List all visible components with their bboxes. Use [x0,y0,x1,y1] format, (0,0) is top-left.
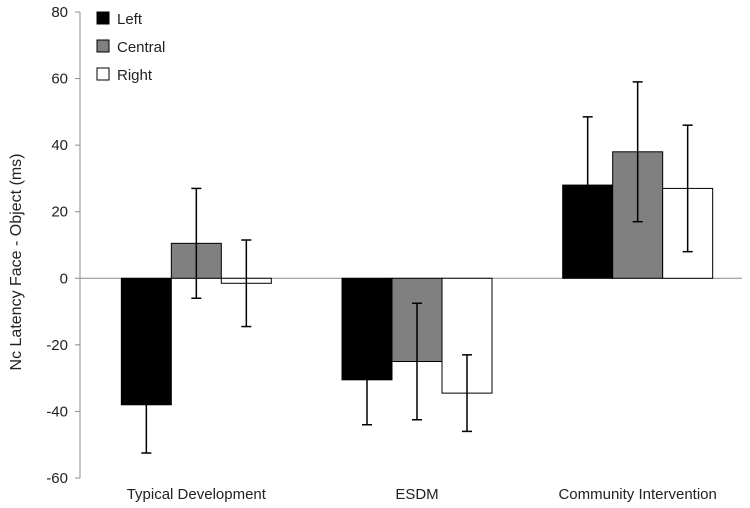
category-label: Typical Development [127,486,267,503]
category-label: Community Intervention [558,486,716,503]
category-label: ESDM [395,486,438,503]
legend-swatch-central [96,39,110,53]
legend: Left Central Right [96,11,165,84]
legend-label-right: Right [117,67,153,84]
error-bars-layer [141,81,693,454]
y-tick-label: 40 [51,137,68,154]
axis-layer: -60 -40 -20 0 20 40 60 80 Typical Development ESD… [46,4,742,503]
y-tick-label: 60 [51,71,68,88]
y-axis-label: Nc Latency Face - Object (ms) [8,154,25,371]
legend-swatch-left [96,11,110,25]
y-tick-label: 0 [60,270,68,287]
y-tick-label: 20 [51,204,68,221]
y-tick-label: -20 [46,337,68,354]
legend-label-left: Left [117,11,143,28]
y-tick-label: 80 [51,4,68,21]
legend-swatch-right [96,67,110,81]
legend-label-central: Central [117,39,165,56]
y-tick-label: -40 [46,403,68,420]
y-tick-label: -60 [46,470,68,487]
